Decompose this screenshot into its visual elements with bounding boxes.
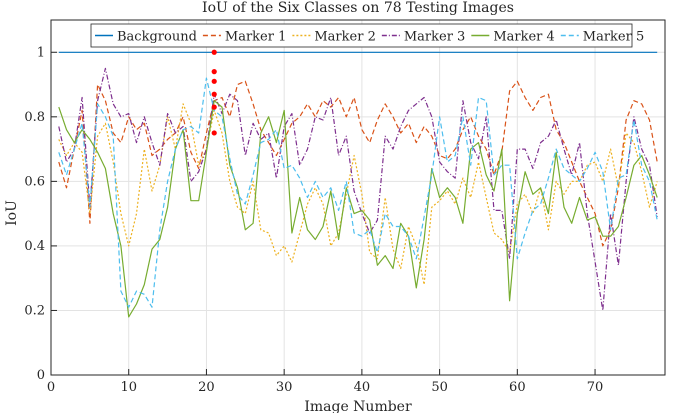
legend-label-4: Marker 3	[404, 30, 465, 45]
y-tick-label-3: 0.6	[24, 174, 45, 189]
series-line-3	[58, 103, 658, 286]
axis-ticks: 0 10 20 30 40 50 60 70 0 0.2 0.4 0.6 0.8 1	[24, 45, 603, 395]
y-tick-label-2: 0.4	[24, 239, 45, 254]
legend-label-6: Marker 5	[583, 30, 644, 45]
series-layer	[58, 51, 658, 318]
plot-frame	[50, 19, 666, 376]
x-tick-label-5: 50	[431, 380, 448, 395]
series-line-2	[58, 80, 658, 247]
highlight-point-5	[211, 104, 217, 110]
y-axis-label: IoU	[4, 200, 20, 226]
legend-box	[90, 23, 633, 48]
chart-title: IoU of the Six Classes on 78 Testing Ima…	[202, 0, 514, 16]
grid-lines	[50, 20, 665, 376]
highlight-point-3	[211, 78, 217, 84]
x-tick-label-3: 30	[276, 380, 293, 395]
highlight-point-4	[211, 91, 217, 97]
legend-label-5: Marker 4	[493, 30, 554, 45]
series-line-6	[58, 77, 658, 308]
legend-label-1: Background	[117, 30, 197, 45]
x-tick-label-2: 20	[198, 380, 215, 395]
y-tick-label-1: 0.2	[24, 303, 45, 318]
y-tick-label-0: 0	[37, 368, 45, 383]
x-tick-label-0: 0	[47, 380, 55, 395]
legend-label-3: Marker 2	[314, 30, 375, 45]
legend: Background Marker 1 Marker 2 Marker 3 Marker…	[90, 23, 644, 48]
x-tick-label-6: 60	[509, 380, 526, 395]
y-tick-label-4: 0.8	[24, 110, 45, 125]
series-line-5	[58, 100, 658, 318]
highlight-points	[211, 49, 217, 136]
x-tick-label-1: 10	[120, 380, 137, 395]
x-tick-label-4: 40	[354, 380, 371, 395]
highlight-point-6	[211, 130, 217, 136]
legend-label-2: Marker 1	[225, 30, 286, 45]
x-tick-label-7: 70	[587, 380, 604, 395]
x-axis-label: Image Number	[304, 399, 412, 413]
highlight-point-2	[211, 69, 217, 75]
highlight-point-1	[211, 49, 217, 55]
series-line-4	[58, 67, 658, 312]
y-tick-label-5: 1	[37, 45, 45, 60]
